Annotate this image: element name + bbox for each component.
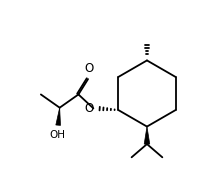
Polygon shape [144,127,150,144]
Text: O: O [84,62,94,75]
Text: OH: OH [50,130,66,140]
Text: O: O [84,102,93,115]
Polygon shape [56,108,60,125]
